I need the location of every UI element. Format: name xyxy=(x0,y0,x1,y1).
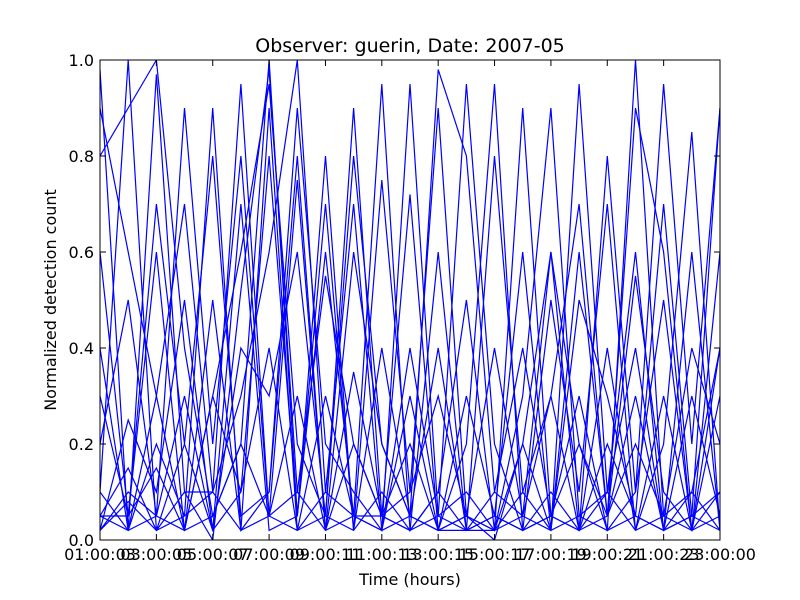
x-tick-label: 11:00:13 xyxy=(346,545,418,564)
series-line-15 xyxy=(100,69,720,531)
y-tick-label: 0.4 xyxy=(69,339,94,358)
x-tick-label: 03:00:05 xyxy=(120,545,192,564)
series-line-2 xyxy=(100,60,720,540)
x-tick-label: 13:00:15 xyxy=(402,545,474,564)
y-tick-label: 0.2 xyxy=(69,435,94,454)
y-tick-label: 1.0 xyxy=(69,51,94,70)
x-tick-label: 01:00:03 xyxy=(64,545,136,564)
y-tick-label: 0.6 xyxy=(69,243,94,262)
series-line-1 xyxy=(100,69,720,540)
x-tick-label: 17:00:19 xyxy=(515,545,587,564)
x-tick-label: 15:00:17 xyxy=(459,545,531,564)
y-tick-label: 0.8 xyxy=(69,147,94,166)
y-tick-label: 0.0 xyxy=(69,531,94,550)
series-layer xyxy=(100,60,720,540)
x-tick-label: 19:00:21 xyxy=(571,545,643,564)
x-axis: 01:00:0303:00:0505:00:0707:00:0909:00:11… xyxy=(64,60,756,564)
plot-frame xyxy=(99,59,721,541)
series-line-10 xyxy=(100,203,720,532)
x-tick-label: 09:00:11 xyxy=(290,545,362,564)
series-line-11 xyxy=(100,107,720,533)
series-line-3 xyxy=(100,60,720,532)
chart-title: Observer: guerin, Date: 2007-05 xyxy=(255,35,565,57)
x-tick-label: 05:00:07 xyxy=(177,545,249,564)
series-line-6 xyxy=(100,107,720,532)
y-axis-label: Normalized detection count xyxy=(41,189,60,411)
y-axis: 0.0 0.2 0.4 0.6 0.8 1.0 xyxy=(69,51,720,550)
x-tick-label: 23:00:00 xyxy=(684,545,756,564)
x-tick-label: 07:00:09 xyxy=(233,545,305,564)
x-tick-label: 21:00:23 xyxy=(628,545,700,564)
series-line-13 xyxy=(100,442,720,532)
x-axis-label: Time (hours) xyxy=(358,570,461,589)
